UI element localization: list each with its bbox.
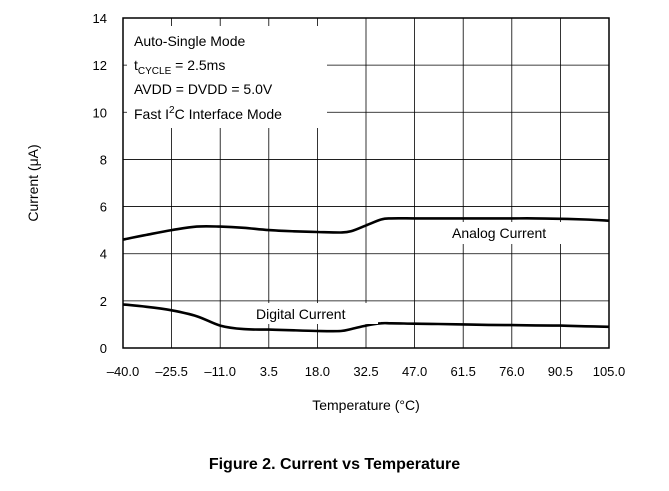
x-tick-label-9: 90.5 <box>548 364 573 379</box>
x-tick-label-5: 32.5 <box>353 364 378 379</box>
x-tick-label-4: 18.0 <box>305 364 330 379</box>
y-tick-label-3: 6 <box>100 200 107 215</box>
x-axis-title: Temperature (°C) <box>312 397 420 413</box>
y-tick-label-1: 2 <box>100 294 107 309</box>
digital-label-group: Digital Current <box>252 303 378 324</box>
y-tick-labels: 0 2 4 6 8 10 12 14 <box>93 11 107 356</box>
x-tick-label-1: –25.5 <box>155 364 188 379</box>
y-tick-label-6: 12 <box>93 58 107 73</box>
y-tick-label-0: 0 <box>100 341 107 356</box>
x-tick-labels: –40.0 –25.5 –11.0 3.5 18.0 32.5 47.0 61.5 76.0 90… <box>107 364 626 379</box>
x-tick-label-7: 61.5 <box>451 364 476 379</box>
x-tick-label-3: 3.5 <box>260 364 278 379</box>
y-tick-label-4: 8 <box>100 152 107 167</box>
analog-label-bg <box>446 222 580 244</box>
annotation-box-bg <box>127 26 327 128</box>
digital-label-bg <box>252 303 378 324</box>
analog-label-group: Analog Current <box>446 222 580 244</box>
y-tick-label-5: 10 <box>93 105 107 120</box>
series-label-analog: Analog Current <box>452 225 546 241</box>
series-layer <box>122 217 610 333</box>
y-tick-label-2: 4 <box>100 247 107 262</box>
annotation-box: Auto-Single Mode tCYCLE = 2.5ms AVDD = D… <box>127 26 327 128</box>
x-tick-label-6: 47.0 <box>402 364 427 379</box>
x-tick-label-2: –11.0 <box>204 364 236 379</box>
annotation-line-2: tCYCLE = 2.5ms <box>134 57 225 77</box>
annotation-line-4: Fast I2C Interface Mode <box>134 105 282 122</box>
annotation-line-1: Auto-Single Mode <box>134 33 246 49</box>
series-label-digital: Digital Current <box>256 306 346 322</box>
figure-caption: Figure 2. Current vs Temperature <box>208 456 461 473</box>
series-line-digital-current <box>122 303 610 333</box>
y-tick-label-7: 14 <box>93 11 107 26</box>
x-tick-label-0: –40.0 <box>107 364 140 379</box>
plot-border <box>122 17 610 349</box>
y-axis-title: Current (μA) <box>25 144 41 221</box>
annotation-line-3: AVDD = DVDD = 5.0V <box>134 81 273 97</box>
x-tick-label-8: 76.0 <box>499 364 524 379</box>
x-tick-label-10: 105.0 <box>593 364 626 379</box>
series-line-analog-current <box>122 217 610 241</box>
